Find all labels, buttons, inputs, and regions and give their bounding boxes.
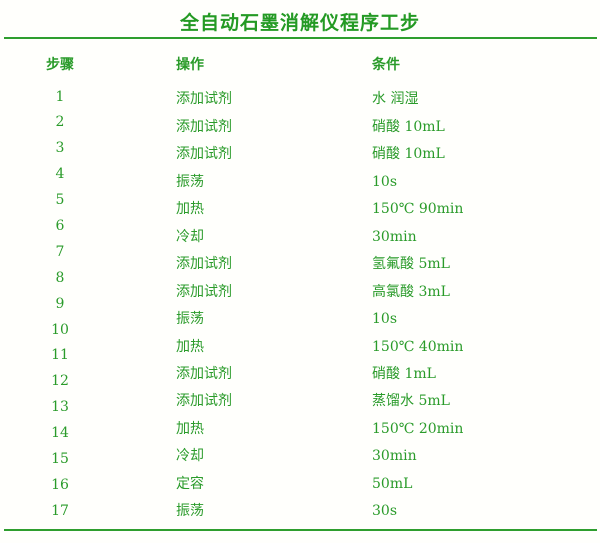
- step-number: 17: [51, 502, 69, 519]
- step-number: 11: [51, 347, 69, 364]
- step-number: 13: [51, 399, 69, 416]
- condition-column: 水 润湿 硝酸 10mL 硝酸 10mL 10s 150℃ 90min 30mi…: [372, 86, 463, 526]
- operation-cell: 振荡: [176, 311, 204, 328]
- condition-cell: 30min: [372, 228, 417, 245]
- step-number: 10: [51, 321, 69, 338]
- operation-cell: 添加试剂: [176, 256, 232, 273]
- condition-cell: 10s: [372, 173, 397, 190]
- step-number: 1: [55, 88, 65, 105]
- step-number: 15: [51, 450, 69, 467]
- step-number-column: 1 2 3 4 5 6 7 8 9 10 11 12 13 14 15 16 1…: [30, 85, 90, 525]
- condition-cell: 水 润湿: [372, 91, 419, 108]
- operation-cell: 冷却: [176, 228, 204, 245]
- step-number: 16: [51, 476, 69, 493]
- operation-cell: 冷却: [176, 448, 204, 465]
- step-number: 5: [55, 192, 65, 209]
- column-header-condition: 条件: [372, 57, 400, 73]
- operation-column: 添加试剂 添加试剂 添加试剂 振荡 加热 冷却 添加试剂 添加试剂 振荡 加热 …: [176, 86, 232, 526]
- condition-cell: 30min: [372, 448, 417, 465]
- step-number: 8: [55, 269, 65, 286]
- operation-cell: 添加试剂: [176, 91, 232, 108]
- step-number: 6: [55, 217, 65, 234]
- step-number: 12: [51, 373, 69, 390]
- condition-cell: 50mL: [372, 475, 413, 492]
- condition-cell: 高氯酸 3mL: [372, 283, 450, 300]
- bottom-rule: [4, 529, 597, 531]
- operation-cell: 加热: [176, 338, 204, 355]
- condition-cell: 150℃ 40min: [372, 338, 464, 355]
- condition-cell: 10s: [372, 311, 397, 328]
- operation-cell: 振荡: [176, 173, 204, 190]
- operation-cell: 振荡: [176, 503, 204, 520]
- condition-cell: 硝酸 1mL: [372, 365, 436, 382]
- top-rule: [4, 37, 597, 39]
- condition-cell: 蒸馏水 5mL: [372, 393, 450, 410]
- condition-cell: 硝酸 10mL: [372, 118, 445, 135]
- step-number: 4: [55, 166, 65, 183]
- column-header-step: 步骤: [46, 57, 74, 73]
- step-number: 7: [55, 243, 65, 260]
- operation-cell: 添加试剂: [176, 393, 232, 410]
- step-number: 14: [51, 425, 69, 442]
- operation-cell: 添加试剂: [176, 146, 232, 163]
- condition-cell: 氢氟酸 5mL: [372, 256, 450, 273]
- step-number: 9: [55, 295, 65, 312]
- operation-cell: 添加试剂: [176, 283, 232, 300]
- operation-cell: 定容: [176, 475, 204, 492]
- condition-cell: 150℃ 20min: [372, 420, 464, 437]
- condition-cell: 150℃ 90min: [372, 201, 464, 218]
- operation-cell: 添加试剂: [176, 118, 232, 135]
- step-number: 2: [55, 114, 65, 131]
- page-title: 全自动石墨消解仪程序工步: [179, 12, 420, 34]
- step-number: 3: [55, 140, 65, 157]
- column-header-operation: 操作: [176, 57, 204, 73]
- operation-cell: 加热: [176, 201, 204, 218]
- condition-cell: 硝酸 10mL: [372, 146, 445, 163]
- operation-cell: 添加试剂: [176, 365, 232, 382]
- operation-cell: 加热: [176, 420, 204, 437]
- condition-cell: 30s: [372, 503, 397, 520]
